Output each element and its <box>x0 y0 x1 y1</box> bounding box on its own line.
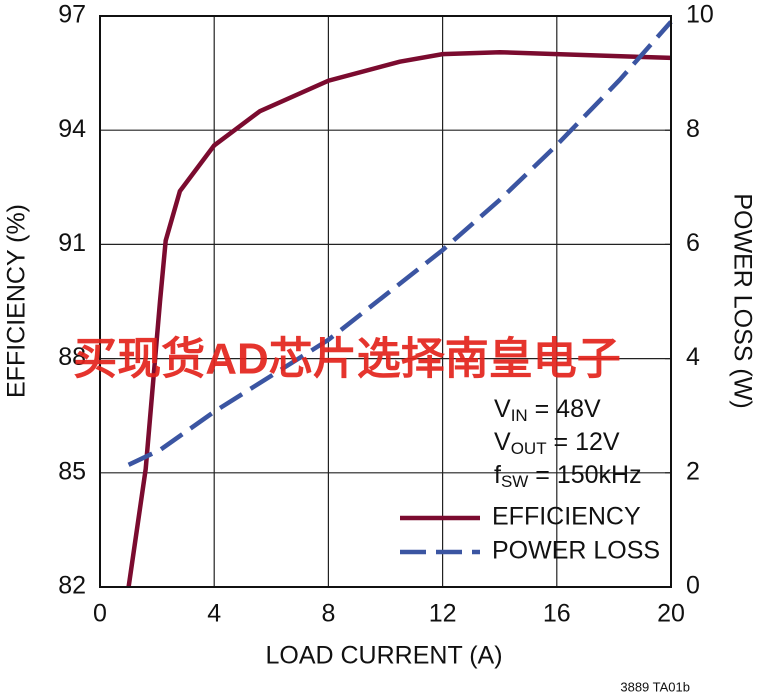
y2-tick-label: 6 <box>686 229 700 257</box>
annotation-main: V <box>494 395 511 423</box>
y-tick-label: 85 <box>58 457 86 485</box>
x-tick-label: 16 <box>543 600 571 628</box>
data-line <box>126 49 672 588</box>
x-tick-label: 8 <box>321 600 335 628</box>
annotation: fSW = 150kHz <box>494 461 642 492</box>
y2-axis-label: POWER LOSS (W) <box>728 193 756 408</box>
y2-tick-label: 10 <box>686 1 714 29</box>
y-tick-label: 97 <box>58 1 86 29</box>
annotation-main: f <box>494 461 501 489</box>
annotation-rest: = 48V <box>528 395 601 423</box>
figure-id: 3889 TA01b <box>620 679 690 694</box>
annotation-rest: = 12V <box>547 428 620 456</box>
x-tick-label: 4 <box>207 600 221 628</box>
y2-tick-label: 8 <box>686 115 700 143</box>
annotation-sub: IN <box>511 406 528 425</box>
y2-tick-label: 2 <box>686 457 700 485</box>
y-tick-label: 94 <box>58 115 86 143</box>
x-axis-label: LOAD CURRENT (A) <box>265 642 502 670</box>
annotation-rest: = 150kHz <box>528 461 641 489</box>
data-line <box>127 20 673 467</box>
annotation-main: V <box>494 428 511 456</box>
plot-frame <box>99 15 672 588</box>
y2-tick-label: 0 <box>686 572 700 600</box>
annotation-sub: OUT <box>511 439 547 458</box>
y-tick-label: 82 <box>58 572 86 600</box>
watermark: 买现货AD芯片选择南皇电子 <box>73 335 621 384</box>
y2-tick-label: 4 <box>686 343 700 371</box>
annotation: VOUT = 12V <box>494 428 620 459</box>
y-tick-label: 91 <box>58 229 86 257</box>
annotation-sub: SW <box>501 472 528 491</box>
annotation: VIN = 48V <box>494 395 601 426</box>
x-tick-label: 20 <box>657 600 685 628</box>
y-axis-label: EFFICIENCY (%) <box>3 204 31 398</box>
legend-label: EFFICIENCY <box>492 503 641 531</box>
x-tick-label: 12 <box>429 600 457 628</box>
y-tick-label: 88 <box>58 343 86 371</box>
x-tick-label: 0 <box>93 600 107 628</box>
legend-label: POWER LOSS <box>492 537 660 565</box>
